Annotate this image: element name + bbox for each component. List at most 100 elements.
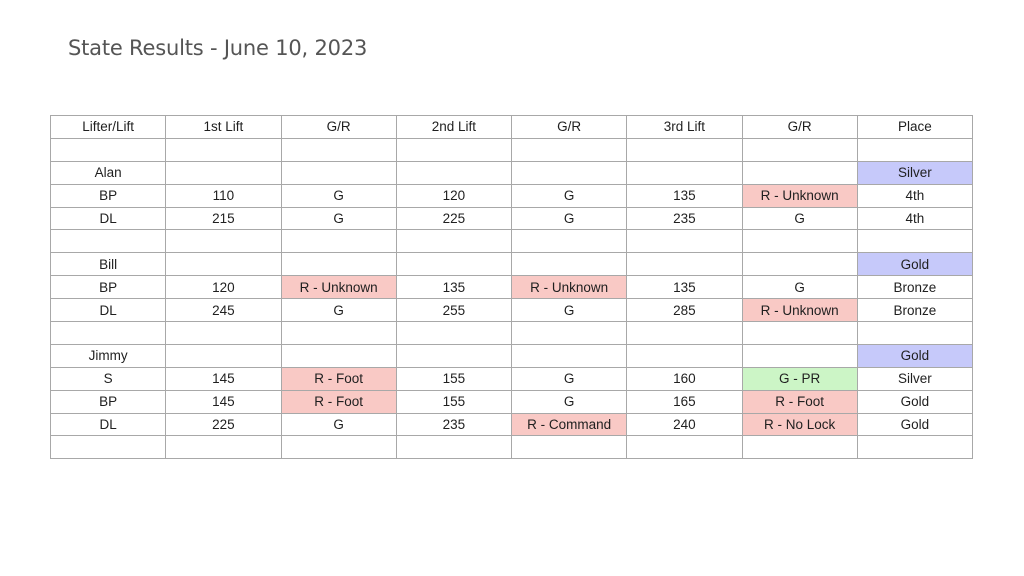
table-cell: R - Unknown [510,275,628,300]
table-cell: Bill [49,252,167,277]
column-header: Lifter/Lift [49,115,167,139]
table-cell: R - Command [510,412,628,437]
table-row: S 145 R - Foot 155 G 160 G - PR Silver [49,366,974,391]
table-cell: G [510,183,628,208]
table-cell [626,343,743,368]
column-header: G/R [280,115,397,139]
table-cell [741,229,858,254]
table-row: BP 145 R - Foot 155 G 165 R - Foot Gold [49,389,974,414]
table-cell: Jimmy [49,343,167,368]
table-cell [280,343,397,368]
table-cell [626,137,743,162]
table-cell [510,321,628,345]
table-cell: G [510,206,628,231]
table-cell: 215 [165,206,282,231]
table-cell: 225 [165,412,282,437]
table-row: DL 245 G 255 G 285 R - Unknown Bronze [49,298,974,323]
results-table-body: Lifter/Lift 1st Lift G/R 2nd Lift G/R 3rd Lif… [49,115,974,460]
table-cell: Gold [856,389,974,414]
column-header: Place [856,115,974,139]
table-cell: BP [49,183,167,208]
table-cell: DL [49,412,167,437]
table-cell: 4th [856,206,974,231]
table-cell: BP [49,275,167,300]
table-cell: 4th [856,183,974,208]
table-cell [165,229,282,254]
table-cell [49,137,167,162]
table-cell: 135 [395,275,513,300]
table-cell [741,160,858,185]
table-cell [741,435,858,460]
table-cell: R - Foot [280,389,397,414]
table-cell: Bronze [856,275,974,300]
table-cell [395,321,513,345]
table-cell: R - No Lock [741,412,858,437]
table-cell [165,160,282,185]
table-cell: 135 [626,275,743,300]
table-cell [856,229,974,254]
table-cell [165,252,282,277]
table-cell: 255 [395,298,513,323]
table-cell [165,435,282,460]
table-cell: 145 [165,389,282,414]
table-cell: G - PR [741,366,858,391]
table-cell [626,229,743,254]
table-cell: 120 [165,275,282,300]
table-cell: Gold [856,252,974,277]
table-row [49,137,974,162]
table-cell [626,321,743,345]
table-cell: G [510,298,628,323]
table-cell [741,321,858,345]
table-cell: G [741,206,858,231]
table-cell [856,137,974,162]
table-cell [510,343,628,368]
table-cell [510,435,628,460]
table-cell [856,321,974,345]
table-cell [395,229,513,254]
table-cell: 135 [626,183,743,208]
table-cell: 235 [626,206,743,231]
table-cell: 245 [165,298,282,323]
table-cell: DL [49,206,167,231]
table-row: BP 120 R - Unknown 135 R - Unknown 135 G Bronze [49,275,974,300]
table-cell [395,343,513,368]
table-cell: DL [49,298,167,323]
table-cell [280,229,397,254]
table-cell: G [741,275,858,300]
table-row: DL 215 G 225 G 235 G 4th [49,206,974,231]
table-cell: G [510,389,628,414]
table-cell [165,321,282,345]
table-cell [510,252,628,277]
table-cell: 155 [395,366,513,391]
column-header: 1st Lift [165,115,282,139]
table-cell [741,252,858,277]
table-cell: G [280,206,397,231]
column-header: 3rd Lift [626,115,743,139]
table-cell: R - Unknown [741,298,858,323]
table-cell [280,435,397,460]
table-cell: G [280,183,397,208]
table-cell [626,252,743,277]
table-row: Alan Silver [49,160,974,185]
column-header: G/R [741,115,858,139]
table-cell [510,137,628,162]
table-cell [626,435,743,460]
table-cell [395,137,513,162]
table-row: Jimmy Gold [49,343,974,368]
table-cell [741,343,858,368]
table-cell [395,435,513,460]
table-row [49,435,974,460]
table-cell: 165 [626,389,743,414]
table-cell: G [280,412,397,437]
results-table: Lifter/Lift 1st Lift G/R 2nd Lift G/R 3rd Lif… [49,115,974,460]
table-cell [395,252,513,277]
table-cell [280,137,397,162]
table-cell [395,160,513,185]
table-cell [856,435,974,460]
table-row: Bill Gold [49,252,974,277]
column-header: 2nd Lift [395,115,513,139]
table-cell: 120 [395,183,513,208]
table-cell [49,229,167,254]
table-cell: R - Unknown [280,275,397,300]
page-title: State Results - June 10, 2023 [68,36,368,60]
